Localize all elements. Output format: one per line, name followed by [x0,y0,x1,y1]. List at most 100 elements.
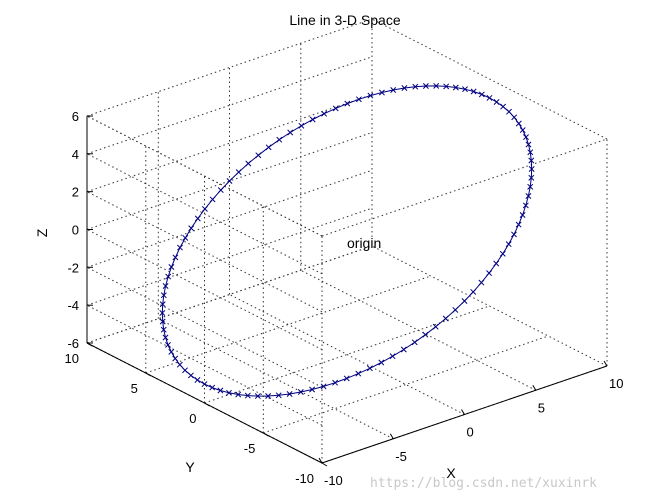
series-marker [297,389,304,395]
series-marker [201,381,208,388]
series-marker [400,346,407,353]
series-marker [493,260,500,267]
series-marker [168,348,175,355]
series-marker [182,367,188,374]
y-tick-label: -10 [295,471,314,486]
series-marker [265,144,272,151]
grid-line [229,294,465,415]
series-marker [442,315,449,322]
series-marker [443,83,450,90]
y-tick [321,462,328,467]
y-tick-label: 0 [189,411,196,426]
grid-line [86,94,373,193]
series-marker [493,99,500,105]
y-tick [204,402,210,407]
y-tick-label: 10 [65,351,79,366]
box-edge-dotted [321,138,608,237]
series-marker [255,152,262,159]
grid-line [145,275,431,374]
series-marker [470,88,477,95]
series-marker [226,389,232,396]
series-marker [528,166,535,172]
series-marker [165,341,171,348]
series-marker [478,279,485,286]
x-tick-label: -10 [324,473,343,488]
series-marker [209,196,216,203]
series-marker [500,103,507,110]
series-marker [194,215,201,222]
series-marker [287,129,294,136]
series-marker [160,326,167,333]
grid-line [86,18,373,117]
series-marker [188,225,195,232]
series-marker [519,127,526,134]
series-marker [172,355,179,362]
series-marker [165,273,172,280]
series-marker [452,306,459,313]
series-marker [332,379,339,386]
series-marker [478,91,485,98]
series-marker [528,174,535,181]
grid-line [204,305,490,404]
series-marker [168,264,175,270]
grid-line [371,245,608,367]
grid-line [86,207,373,306]
series-marker [217,387,224,394]
x-tick-label: -5 [395,449,407,464]
series-marker [244,392,251,399]
series-marker [367,92,374,99]
series-marker [275,392,282,399]
grid-line [158,318,394,440]
watermark: https://blog.csdn.net/xuxinrk [370,476,597,491]
series-marker [355,370,362,377]
series-marker [519,212,526,218]
series-marker [159,318,166,325]
series-marker [486,270,493,277]
series-marker [523,134,529,141]
grid-line [86,304,323,426]
z-tick-label: 6 [72,109,79,124]
grid-line [86,191,323,313]
grid-line [86,56,373,155]
series-marker [462,86,468,93]
series-marker [486,94,493,101]
y-axis-label: Y [185,459,195,475]
series-marker [176,361,183,368]
data-series [159,82,535,400]
z-tick-label: 4 [72,147,79,162]
series-marker [276,136,283,143]
series-marker [527,183,534,190]
series-marker [461,298,468,304]
series-marker [525,141,532,148]
series-marker [412,83,419,90]
series-marker [344,100,351,107]
series-marker [355,96,362,103]
series-marker [525,193,532,199]
series-marker [422,331,429,338]
y-tick [145,372,152,377]
series-marker [309,386,316,393]
z-axis-label: Z [34,228,50,237]
series-marker [401,85,408,91]
series-marker [515,221,522,228]
series-marker [321,110,328,117]
series-marker [245,160,252,167]
series-marker [378,89,385,96]
grid-line [86,153,323,275]
series-marker [422,83,429,89]
series-marker [390,87,397,93]
x-tick-label: 0 [467,425,474,440]
series-marker [528,157,535,164]
series-marker [470,288,477,295]
series-marker [522,202,529,209]
series-marker [411,339,418,346]
series-marker [265,393,272,399]
x-tick-label: 5 [538,400,545,415]
x-tick-label: 10 [609,376,623,391]
series-marker [254,393,261,400]
x-tick [532,385,537,391]
chart-title: Line in 3-D Space [289,12,401,28]
series-marker [452,84,459,91]
